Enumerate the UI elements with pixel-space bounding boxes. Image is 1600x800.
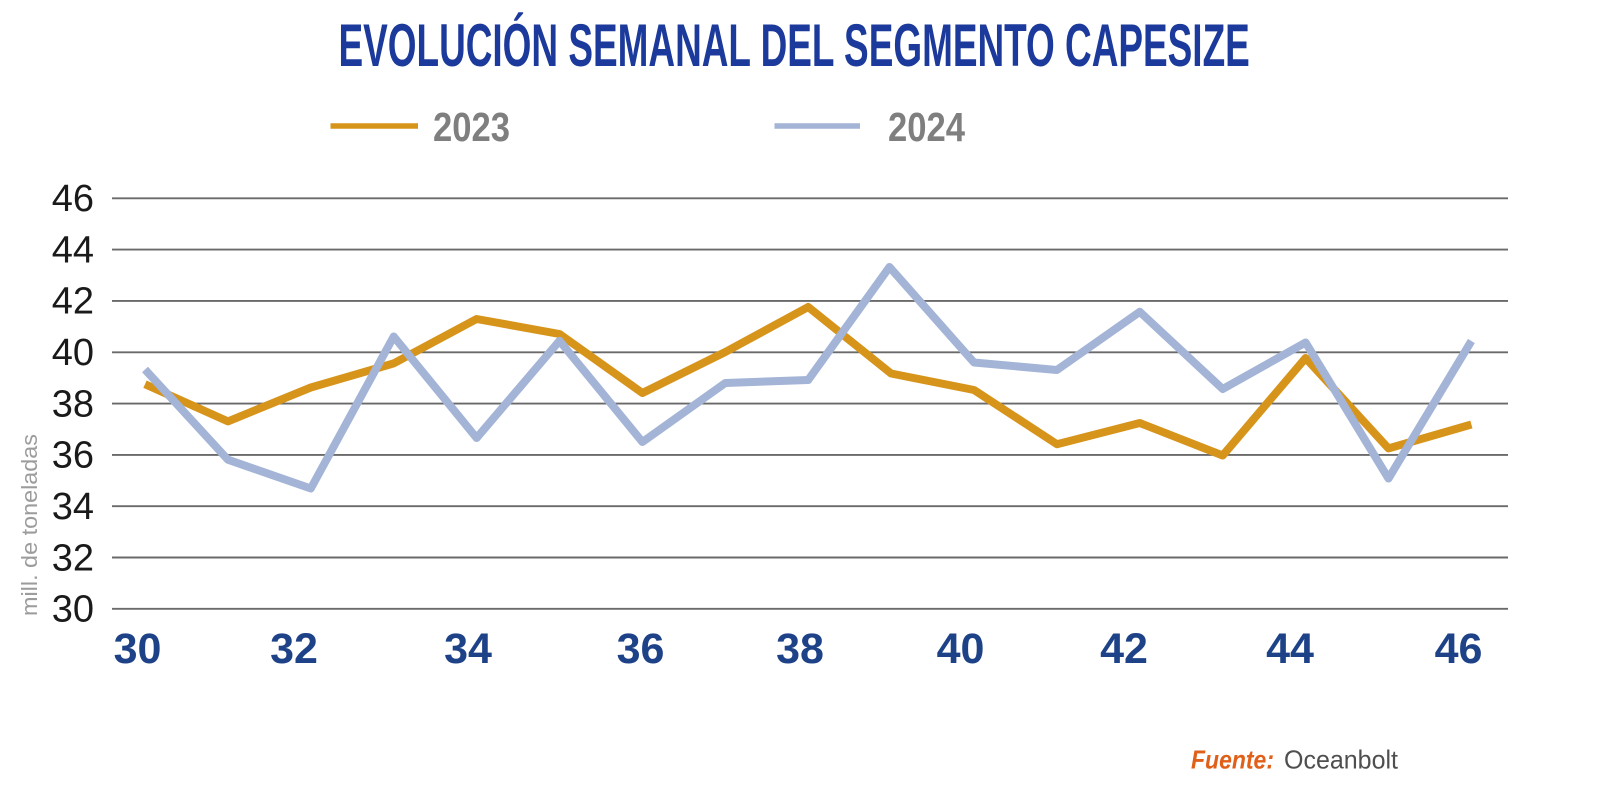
svg-text:Oceanbolt: Oceanbolt bbox=[1284, 745, 1399, 775]
svg-text:40: 40 bbox=[937, 625, 985, 673]
svg-text:36: 36 bbox=[52, 435, 94, 477]
svg-text:32: 32 bbox=[270, 625, 318, 673]
svg-text:mill. de toneladas: mill. de toneladas bbox=[17, 434, 42, 616]
svg-text:42: 42 bbox=[52, 281, 94, 323]
svg-text:2023: 2023 bbox=[433, 104, 510, 150]
svg-text:38: 38 bbox=[776, 625, 824, 673]
svg-text:32: 32 bbox=[52, 537, 94, 579]
svg-text:46: 46 bbox=[1435, 625, 1483, 673]
svg-text:30: 30 bbox=[114, 625, 162, 673]
svg-text:Fuente:: Fuente: bbox=[1191, 745, 1274, 775]
svg-text:2024: 2024 bbox=[888, 104, 965, 150]
svg-text:38: 38 bbox=[52, 383, 94, 425]
svg-text:EVOLUCIÓN SEMANAL DEL SEGMENTO: EVOLUCIÓN SEMANAL DEL SEGMENTO CAPESIZE bbox=[339, 12, 1250, 79]
svg-text:42: 42 bbox=[1100, 625, 1148, 673]
svg-text:44: 44 bbox=[1266, 625, 1314, 673]
svg-text:46: 46 bbox=[52, 178, 94, 220]
svg-text:30: 30 bbox=[52, 589, 94, 631]
svg-text:40: 40 bbox=[52, 332, 94, 374]
svg-text:36: 36 bbox=[617, 625, 665, 673]
svg-text:34: 34 bbox=[52, 486, 94, 528]
svg-text:34: 34 bbox=[444, 625, 492, 673]
svg-text:44: 44 bbox=[52, 229, 94, 271]
